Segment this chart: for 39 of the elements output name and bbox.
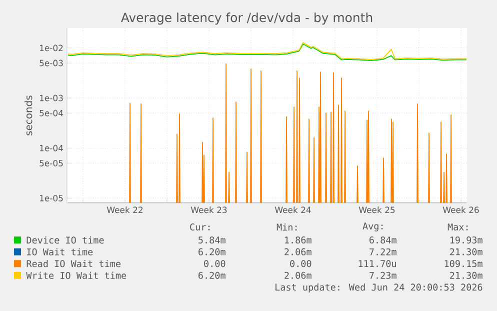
chart-title: Average latency for /dev/vda - by month <box>121 12 372 25</box>
text: 6.20m <box>198 272 226 279</box>
y-tick-label: 1e-03 <box>40 94 63 102</box>
y-tick-label: 1e-02 <box>40 44 63 52</box>
text: 5.84m <box>198 236 226 244</box>
x-tick-label: Week 22 <box>106 206 142 214</box>
text: 111.70u <box>358 260 396 268</box>
y-tick-label: 5e-05 <box>40 160 63 166</box>
text: Last update: Wed Jun 24 20:00:53 2026 <box>276 284 482 292</box>
legend-label: Read IO Wait time <box>26 260 120 268</box>
text: 109.15m <box>444 260 482 268</box>
text: 0.00 <box>290 260 312 268</box>
text: 6.84m <box>370 236 396 244</box>
text: 21.30m <box>450 248 482 256</box>
text: 2.06m <box>284 248 312 256</box>
y-tick-label: 1e-04 <box>40 144 63 152</box>
text: Cur: <box>190 224 210 230</box>
x-tick-label: Week 25 <box>358 206 395 214</box>
text: 1.86m <box>285 236 312 244</box>
text: Min: <box>276 223 297 231</box>
y-tick-label: 1e-05 <box>40 194 63 202</box>
y-axis-title: seconds <box>24 96 32 136</box>
text: 7.23m <box>370 272 396 279</box>
text: 7.22m <box>370 248 396 256</box>
legend-label: Device IO time <box>26 236 104 244</box>
y-tick-label: 5e-04 <box>40 110 63 116</box>
legend-label: Write IO Wait time <box>26 272 126 279</box>
text: 2.06m <box>284 272 312 279</box>
text: 6.20m <box>198 248 226 256</box>
x-tick-label: Week 23 <box>190 206 227 214</box>
text: Max: <box>448 224 468 230</box>
text: Avg: <box>362 222 383 232</box>
x-tick-label: Week 26 <box>442 206 479 214</box>
y-tick-label: 5e-03 <box>40 60 63 66</box>
legend-label: IO Wait time <box>27 248 93 256</box>
x-tick-label: Week 24 <box>274 206 311 214</box>
text: 21.30m <box>450 272 482 279</box>
text: 19.93m <box>450 236 482 244</box>
text: 0.00 <box>204 260 226 268</box>
